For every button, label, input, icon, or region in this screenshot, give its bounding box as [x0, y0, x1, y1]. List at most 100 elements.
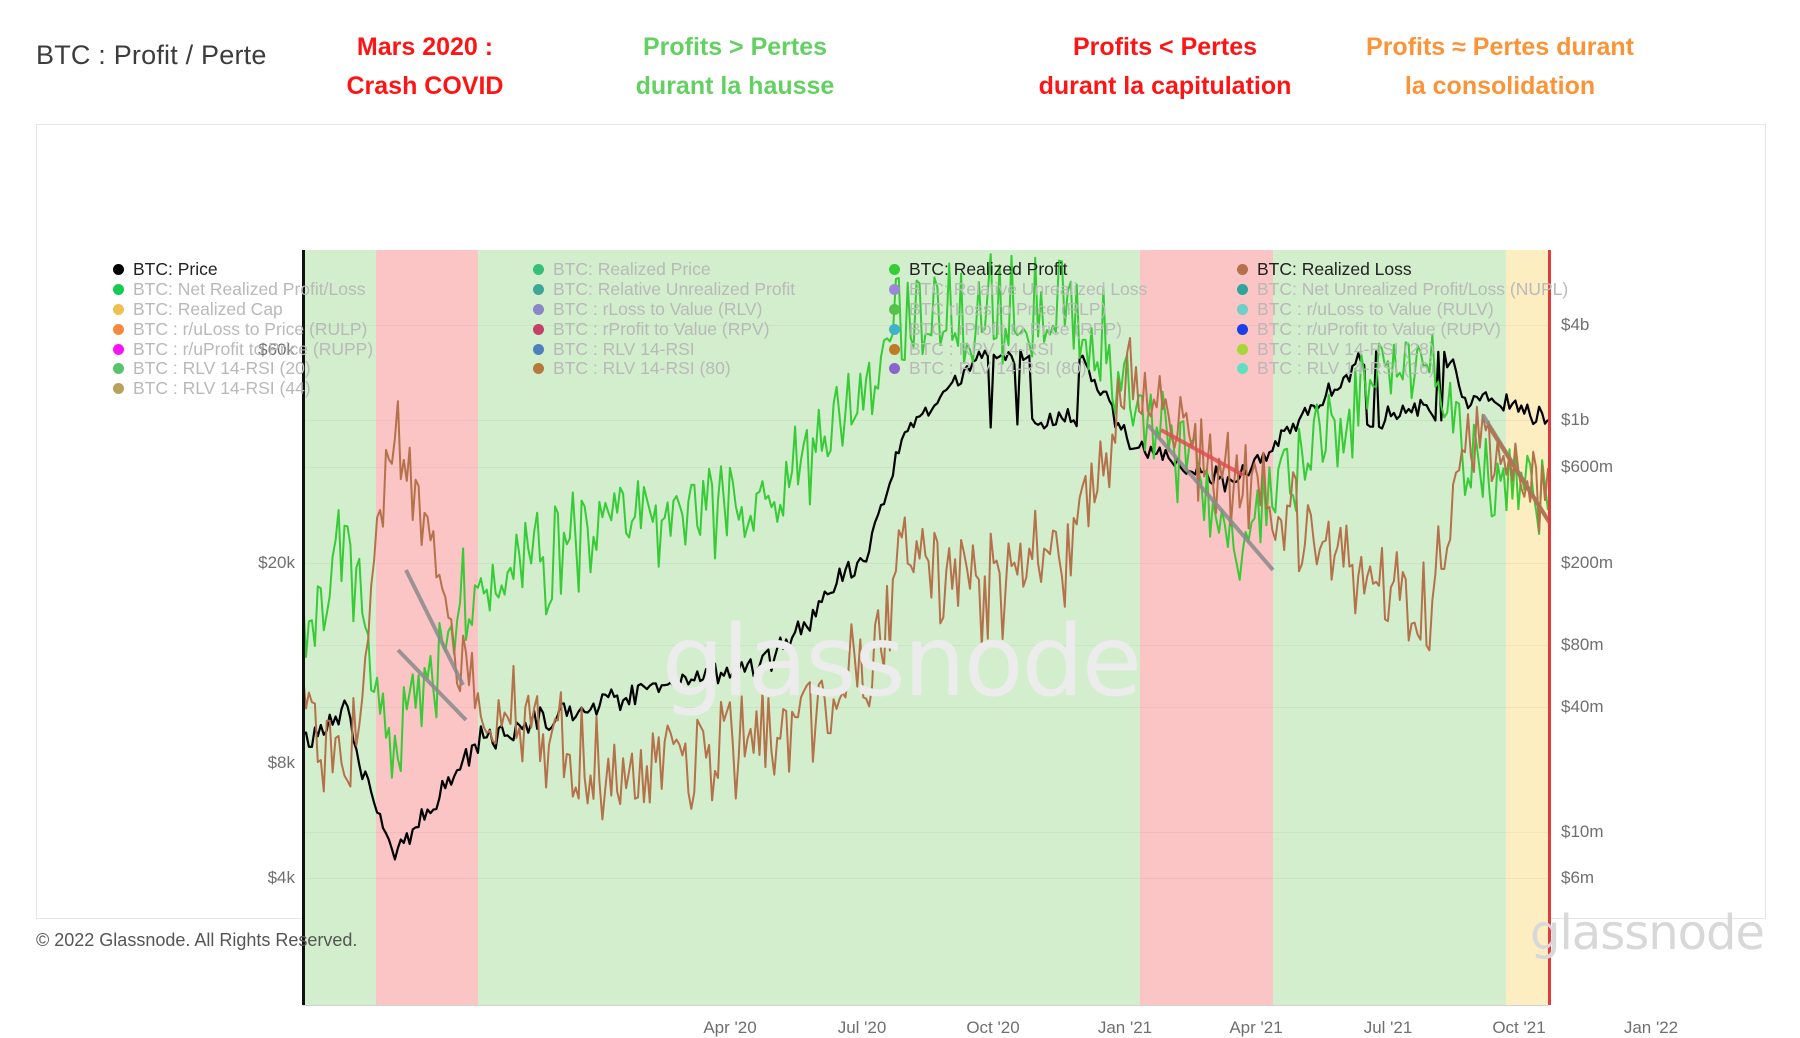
legend-color-dot-icon	[1237, 264, 1248, 276]
page-title: BTC : Profit / Perte	[36, 40, 267, 70]
legend-item-label: BTC : RLV 14-RSI (28)	[1257, 338, 1435, 359]
left-tick-3: $4k	[267, 868, 295, 887]
legend-column-3: BTC: Realized Profit BTC: Relative Unreal…	[889, 260, 1147, 379]
x-tick-3: Jan '21	[1097, 1018, 1153, 1037]
right-tick-5: $40m	[1561, 697, 1604, 716]
legend-item[interactable]: BTC : RLV 14-RSI (16)	[1237, 359, 1568, 379]
x-tick-4: Apr '21	[1229, 1018, 1283, 1037]
series-line-1	[303, 253, 1548, 779]
legend-color-dot-icon	[113, 303, 124, 315]
legend-color-dot-icon	[533, 303, 544, 315]
legend-color-dot-icon	[889, 363, 900, 375]
legend-item[interactable]: BTC : RLV 14-RSI (20)	[113, 359, 373, 379]
phase-band-yellow-5	[1506, 250, 1548, 1005]
left-tick-2: $8k	[267, 753, 295, 772]
right-tick-2: $600m	[1561, 457, 1613, 476]
legend-color-dot-icon	[1237, 303, 1248, 315]
legend-item[interactable]: BTC: Realized Price	[533, 260, 795, 280]
legend-item[interactable]: BTC : r/uProfit to Value (RUPV)	[1237, 319, 1568, 339]
legend-item-label: BTC rLoss to Price (RLP)	[909, 298, 1107, 319]
legend-item[interactable]: BTC: Relative Unrealized Loss	[889, 280, 1147, 300]
annotation-profits-capitulation: Profits < Pertes durant la capitulation	[1000, 28, 1330, 106]
legend-item-label: BTC : r/uLoss to Price (RULP)	[133, 318, 368, 339]
legend-color-dot-icon	[113, 343, 124, 355]
legend-item-label: BTC : rProfit to Price (RPP)	[909, 318, 1122, 339]
chart-frame: glassnode $60k $20k $8k $4k $4b $1b $600m $200…	[36, 124, 1766, 1037]
legend-color-dot-icon	[113, 264, 124, 276]
annotation-crash-covid: Mars 2020 : Crash COVID	[310, 28, 540, 106]
gridline-7	[303, 878, 1548, 879]
legend-item[interactable]: BTC : RLV 14-RSI (44)	[113, 379, 373, 399]
legend-item[interactable]: BTC : r/uProfit to Price (RUPP)	[113, 339, 373, 359]
legend-item[interactable]: BTC: Realized Profit	[889, 260, 1147, 280]
legend-item[interactable]: BTC: Price	[113, 260, 373, 280]
legend-item-label: BTC: Realized Loss	[1257, 259, 1412, 280]
legend-item[interactable]: BTC: Relative Unrealized Profit	[533, 280, 795, 300]
annotation-line-2: Crash COVID	[346, 72, 504, 100]
legend-item[interactable]: BTC: Net Realized Profit/Loss	[113, 280, 373, 300]
legend-color-dot-icon	[533, 264, 544, 276]
phase-band-red-1	[376, 250, 478, 1005]
right-tick-3: $200m	[1561, 553, 1613, 572]
legend-column-2: BTC: Realized Price BTC: Relative Unreali…	[533, 260, 795, 379]
annotation-line-1: Profits < Pertes	[1072, 33, 1258, 61]
right-tick-6: $10m	[1561, 822, 1604, 841]
plot-area[interactable]	[303, 250, 1548, 1005]
gridline-2	[303, 467, 1548, 468]
legend-color-dot-icon	[889, 284, 900, 296]
x-tick-6: Oct '21	[1492, 1018, 1546, 1037]
annotation-line-2: durant la hausse	[635, 72, 835, 100]
legend-item[interactable]: BTC rLoss to Price (RLP)	[889, 298, 1147, 320]
legend-item-label: BTC : r/uProfit to Value (RUPV)	[1257, 318, 1501, 339]
right-axis-line	[1548, 250, 1551, 1005]
series-svg	[303, 253, 1548, 861]
annotation-line-1: Mars 2020 :	[356, 33, 494, 61]
gridline-1	[303, 420, 1548, 421]
legend-item[interactable]: BTC : RPV 14-RSI	[889, 339, 1147, 359]
trendline-0	[404, 569, 465, 686]
copyright-text: © 2022 Glassnode. All Rights Reserved.	[36, 930, 358, 950]
legend-color-dot-icon	[1237, 284, 1248, 296]
legend-item[interactable]: BTC: Realized Loss	[1237, 260, 1568, 280]
legend-item[interactable]: BTC: Net Unrealized Profit/Loss (NUPL)	[1237, 280, 1568, 300]
right-tick-7: $6m	[1561, 868, 1595, 887]
legend-item[interactable]: BTC : RLV 14-RSI (80)	[889, 359, 1147, 379]
phase-band-red-3	[1140, 250, 1273, 1005]
gridline-3	[303, 563, 1548, 564]
annotation-profits-consolidation: Profits ≈ Pertes durant la consolidation	[1335, 28, 1665, 106]
legend-color-dot-icon	[113, 284, 124, 296]
legend-item-label: BTC : r/uProfit to Price (RUPP)	[133, 338, 374, 359]
legend-item[interactable]: BTC : RLV 14-RSI	[533, 339, 795, 359]
legend-color-dot-icon	[113, 383, 124, 395]
annotation-profits-hausse: Profits > Pertes durant la hausse	[600, 28, 870, 106]
legend-item[interactable]: BTC : rProfit to Value (RPV)	[533, 319, 795, 339]
legend-item-label: BTC: Realized Profit	[909, 259, 1068, 280]
legend-item[interactable]: BTC : RLV 14-RSI (80)	[533, 359, 795, 379]
trendline-5	[1486, 423, 1548, 524]
gridline-0	[303, 325, 1548, 326]
legend-item-label: BTC: Relative Unrealized Loss	[909, 279, 1148, 300]
legend-item-label: BTC : RLV 14-RSI (44)	[133, 378, 311, 399]
annotation-line-1: Profits ≈ Pertes durant	[1366, 33, 1634, 61]
trendline-1	[396, 648, 468, 722]
legend-item[interactable]: BTC : RLV 14-RSI (28)	[1237, 339, 1568, 359]
legend-color-dot-icon	[113, 363, 124, 375]
right-tick-1: $1b	[1561, 410, 1590, 429]
legend-item[interactable]: BTC : rProfit to Price (RPP)	[889, 319, 1147, 339]
legend-color-dot-icon	[1237, 323, 1248, 335]
legend-item[interactable]: BTC : r/uLoss to Price (RULP)	[113, 319, 373, 339]
legend-item-label: BTC : RLV 14-RSI	[553, 338, 695, 359]
legend-column-4: BTC: Realized Loss BTC: Net Unrealized Pr…	[1237, 260, 1568, 379]
legend-color-dot-icon	[533, 363, 544, 375]
legend-color-dot-icon	[533, 284, 544, 296]
legend-item[interactable]: BTC : r/uLoss to Value (RULV)	[1237, 299, 1568, 320]
legend-item[interactable]: BTC: Realized Cap	[113, 299, 373, 320]
legend-item[interactable]: BTC : rLoss to Value (RLV)	[533, 299, 795, 320]
legend-item-label: BTC : RLV 14-RSI (80)	[909, 358, 1087, 379]
left-tick-1: $20k	[258, 553, 295, 572]
legend-color-dot-icon	[1237, 363, 1248, 375]
x-tick-1: Jul '20	[837, 1018, 887, 1037]
gridline-6	[303, 832, 1548, 833]
gridline-4	[303, 645, 1548, 646]
legend-item-label: BTC : RLV 14-RSI (80)	[553, 358, 731, 379]
